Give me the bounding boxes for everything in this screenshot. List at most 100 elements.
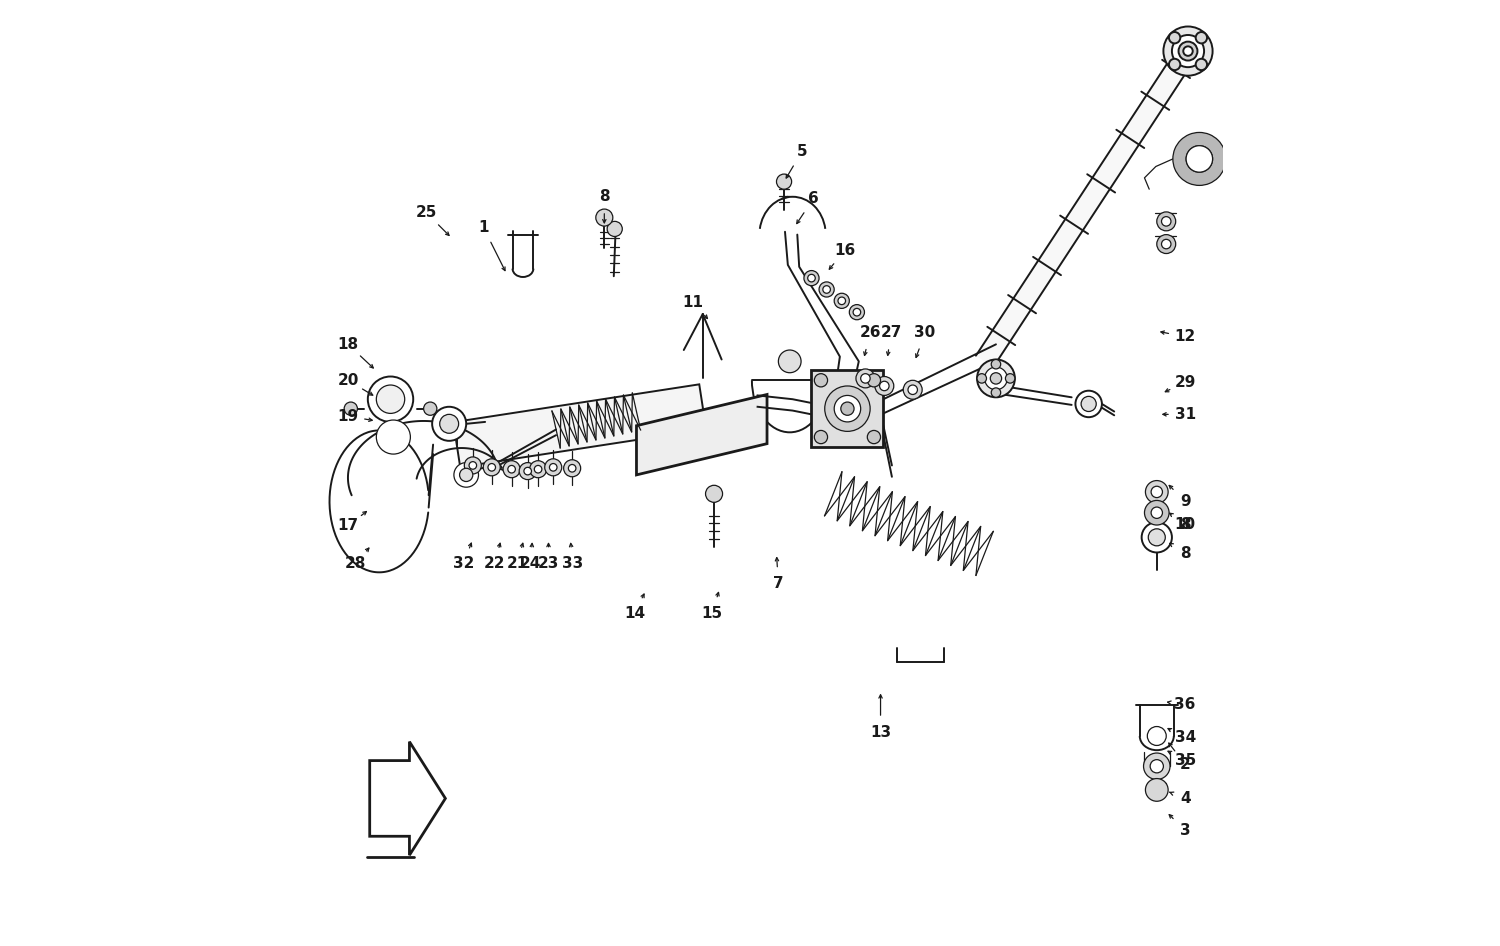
Circle shape (1143, 753, 1170, 780)
Circle shape (1150, 507, 1162, 518)
Text: 21: 21 (507, 556, 528, 571)
Text: 12: 12 (1174, 329, 1196, 344)
Circle shape (879, 381, 890, 391)
Text: 31: 31 (1174, 407, 1196, 422)
Polygon shape (453, 384, 706, 467)
Circle shape (874, 377, 894, 395)
Circle shape (867, 374, 880, 387)
Circle shape (376, 420, 411, 454)
Circle shape (1144, 500, 1168, 525)
Text: 16: 16 (834, 243, 855, 258)
Circle shape (376, 385, 405, 413)
Circle shape (564, 460, 580, 477)
Circle shape (825, 386, 870, 431)
Circle shape (440, 414, 459, 433)
Text: 19: 19 (338, 409, 358, 424)
Circle shape (804, 271, 819, 286)
Circle shape (1156, 235, 1176, 254)
Circle shape (849, 305, 864, 320)
Circle shape (596, 209, 613, 226)
Circle shape (777, 174, 792, 189)
Circle shape (992, 359, 1000, 369)
Circle shape (834, 395, 861, 422)
Text: 25: 25 (416, 205, 436, 220)
Text: 30: 30 (915, 325, 936, 341)
Text: 6: 6 (808, 191, 819, 206)
Circle shape (824, 286, 831, 293)
Circle shape (1184, 46, 1192, 56)
Circle shape (1146, 481, 1168, 503)
Circle shape (1082, 396, 1096, 412)
Text: 35: 35 (1174, 753, 1196, 768)
Circle shape (984, 367, 1008, 390)
Circle shape (344, 402, 357, 415)
Polygon shape (636, 394, 766, 475)
Text: 32: 32 (453, 556, 474, 571)
Text: 34: 34 (1174, 730, 1196, 745)
Text: 36: 36 (1174, 697, 1196, 712)
Circle shape (1168, 32, 1180, 44)
Circle shape (470, 462, 477, 469)
Circle shape (819, 282, 834, 297)
Text: 29: 29 (1174, 375, 1196, 390)
Circle shape (992, 388, 1000, 397)
Text: 15: 15 (702, 605, 723, 621)
Circle shape (1172, 35, 1204, 67)
Circle shape (1186, 146, 1212, 172)
Text: 27: 27 (880, 325, 902, 341)
Circle shape (534, 465, 542, 473)
Circle shape (524, 467, 531, 475)
Circle shape (1150, 760, 1164, 773)
Circle shape (908, 385, 918, 394)
Circle shape (368, 377, 413, 422)
Circle shape (544, 459, 561, 476)
Text: 28: 28 (345, 556, 366, 571)
Circle shape (861, 374, 870, 383)
Circle shape (778, 350, 801, 373)
Circle shape (903, 380, 922, 399)
Circle shape (568, 464, 576, 472)
Circle shape (1150, 486, 1162, 498)
Circle shape (815, 430, 828, 444)
Circle shape (530, 461, 546, 478)
Text: 4: 4 (1180, 791, 1191, 806)
Text: 2: 2 (1180, 757, 1191, 772)
Circle shape (990, 373, 1002, 384)
Text: 20: 20 (338, 373, 358, 388)
Text: 10: 10 (1174, 517, 1196, 532)
Circle shape (1196, 32, 1208, 44)
Text: 24: 24 (520, 556, 542, 571)
Text: 5: 5 (796, 144, 807, 159)
Circle shape (815, 374, 828, 387)
Polygon shape (369, 742, 446, 855)
Circle shape (1196, 59, 1208, 70)
Polygon shape (976, 38, 1202, 367)
Circle shape (1148, 727, 1166, 745)
Polygon shape (812, 370, 883, 447)
Circle shape (1149, 529, 1166, 546)
Wedge shape (1173, 132, 1225, 185)
Circle shape (519, 463, 536, 480)
Circle shape (705, 485, 723, 502)
Circle shape (1164, 26, 1212, 76)
Circle shape (1076, 391, 1102, 417)
Circle shape (1179, 42, 1197, 61)
Circle shape (1005, 374, 1016, 383)
Text: 26: 26 (859, 325, 880, 341)
Text: 23: 23 (538, 556, 560, 571)
Circle shape (549, 464, 556, 471)
Circle shape (867, 430, 880, 444)
Circle shape (608, 221, 622, 236)
Text: 8: 8 (1180, 517, 1191, 532)
Text: 33: 33 (562, 556, 584, 571)
Circle shape (839, 297, 846, 305)
Circle shape (1168, 59, 1180, 70)
Text: 22: 22 (484, 556, 506, 571)
Text: 8: 8 (598, 189, 609, 204)
Circle shape (853, 308, 861, 316)
Circle shape (1156, 212, 1176, 231)
Circle shape (459, 468, 472, 482)
Text: 14: 14 (624, 605, 645, 621)
Circle shape (976, 374, 987, 383)
Circle shape (842, 402, 854, 415)
